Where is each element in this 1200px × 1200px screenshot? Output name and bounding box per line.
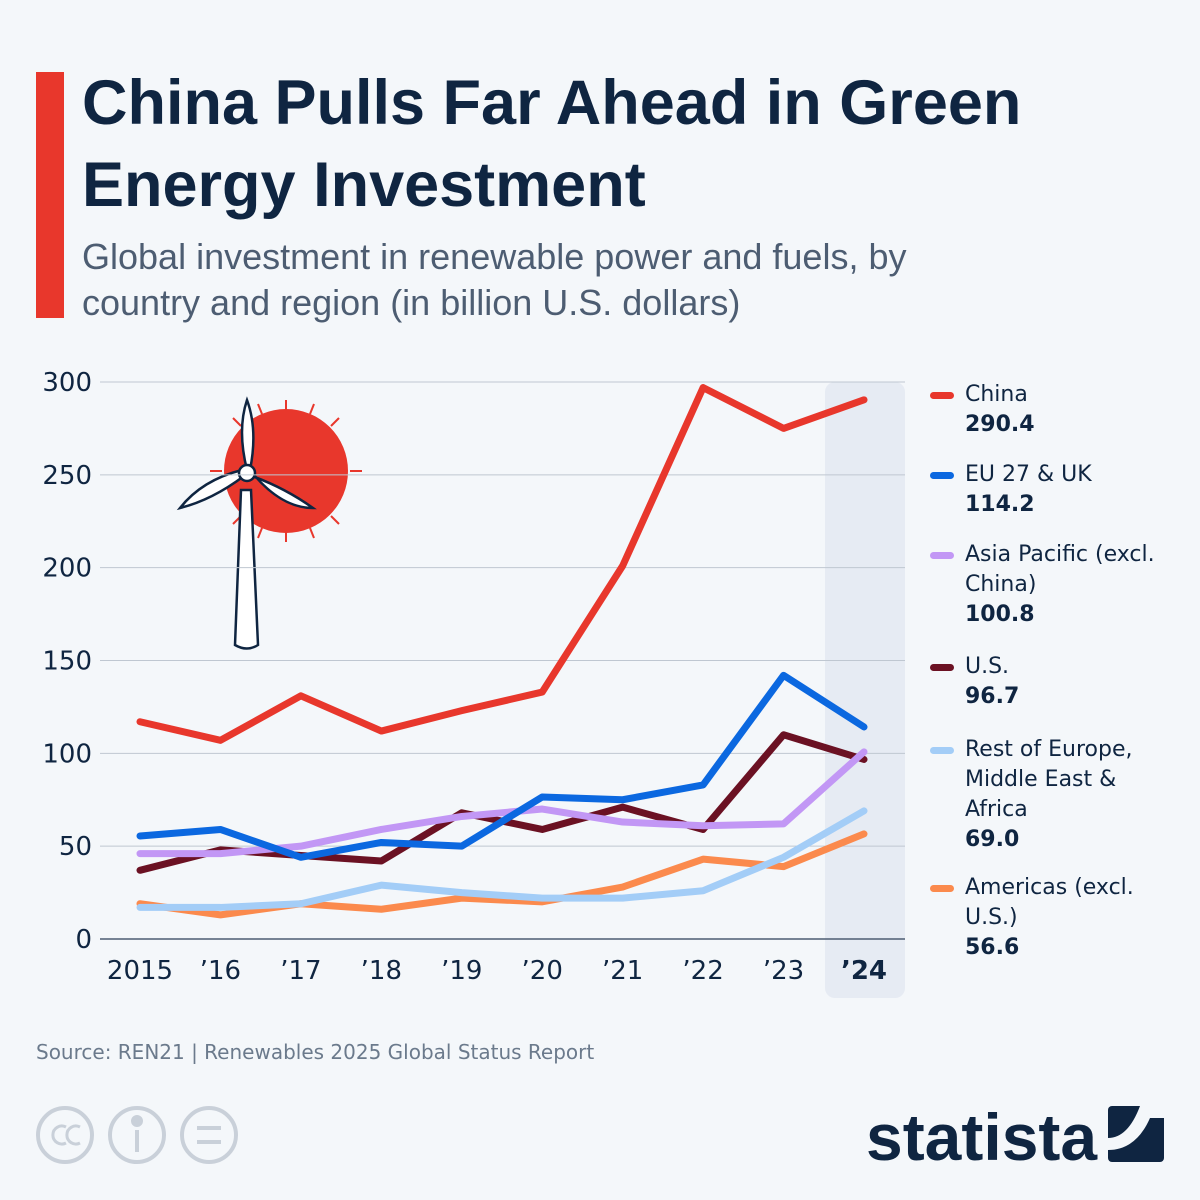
legend-swatch [930,552,954,559]
legend-item: EU 27 & UK 114.2 [930,460,1170,520]
legend-label: Rest of Europe, Middle East & Africa [965,737,1133,822]
brand-logo: statista [866,1100,1098,1174]
legend-item: U.S. 96.7 [930,652,1170,712]
chart-title: China Pulls Far Ahead in Green Energy In… [82,68,1022,220]
y-tick-label: 300 [42,368,92,398]
legend-label: China [965,382,1028,407]
x-tick-label: ’23 [763,956,804,986]
source-note: Source: REN21 | Renewables 2025 Global S… [36,1040,595,1064]
legend-item: Americas (excl. U.S.) 56.6 [930,873,1170,963]
value-label: 100.8 [965,602,1035,627]
value-label: 96.7 [965,684,1020,709]
y-tick-label: 150 [42,647,92,677]
x-tick-label: ’24 [841,956,887,986]
title-accent [36,72,64,318]
license-icons [36,1106,238,1164]
legend-label: Americas (excl. U.S.) [965,875,1134,930]
value-label: 114.2 [965,492,1035,517]
value-label: 290.4 [965,412,1035,437]
y-tick-label: 200 [42,554,92,584]
x-tick-label: ’20 [522,956,563,986]
x-tick-label: ’17 [280,956,321,986]
value-label: 69.0 [965,827,1020,852]
legend-label: EU 27 & UK [965,462,1092,487]
series-line [136,671,868,861]
legend-label: U.S. [965,654,1010,679]
y-tick-label: 100 [42,739,92,769]
value-label: 56.6 [965,935,1020,960]
legend-swatch [930,664,954,671]
x-tick-label: 2015 [107,956,173,986]
x-tick-label: ’21 [602,956,643,986]
legend-label: Asia Pacific (excl. China) [965,542,1155,597]
x-tick-label: ’18 [361,956,402,986]
series-line [136,830,868,919]
legend-item: China 290.4 [930,380,1170,440]
y-tick-label: 50 [59,832,92,862]
series-line [136,384,868,744]
chart-subtitle: Global investment in renewable power and… [82,236,907,323]
x-tick-label: ’19 [441,956,482,986]
series-line [136,748,868,858]
x-tick-label: ’22 [682,956,723,986]
legend-swatch [930,472,954,479]
y-tick-label: 0 [75,925,92,955]
legend-swatch [930,885,954,892]
legend-swatch [930,747,954,754]
series-line [136,807,868,911]
illustration [176,396,362,650]
brand-icon [1108,1106,1164,1162]
y-tick-label: 250 [42,461,92,491]
legend-swatch [930,392,954,399]
x-tick-label: ’16 [200,956,241,986]
legend-item: Asia Pacific (excl. China) 100.8 [930,540,1170,630]
legend-item: Rest of Europe, Middle East & Africa 69.0 [930,735,1170,855]
